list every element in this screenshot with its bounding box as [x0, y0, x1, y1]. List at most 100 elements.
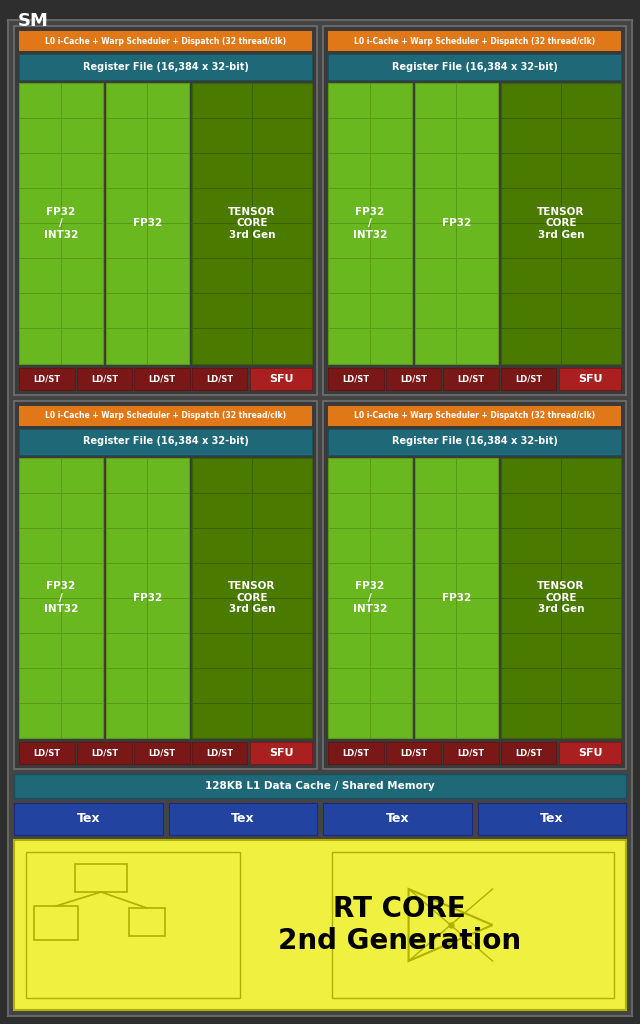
Text: Tex: Tex [231, 812, 255, 825]
Text: LD/ST: LD/ST [342, 374, 369, 383]
Text: TENSOR
CORE
3rd Gen: TENSOR CORE 3rd Gen [538, 582, 585, 614]
Bar [34, 906, 78, 940]
Bar [19, 742, 75, 764]
Bar [134, 368, 190, 389]
Bar [328, 368, 383, 389]
Bar [192, 83, 312, 364]
Text: Tex: Tex [540, 812, 564, 825]
Bar [415, 458, 498, 738]
Text: L0 i-Cache + Warp Scheduler + Dispatch (32 thread/clk): L0 i-Cache + Warp Scheduler + Dispatch (… [354, 411, 595, 420]
Text: Tex: Tex [76, 812, 100, 825]
Bar [501, 458, 621, 738]
Bar [328, 31, 621, 51]
Bar [386, 742, 441, 764]
Bar [106, 458, 189, 738]
Text: LD/ST: LD/ST [148, 374, 175, 383]
Text: LD/ST: LD/ST [33, 374, 60, 383]
Text: LD/ST: LD/ST [515, 749, 542, 758]
Bar [14, 774, 626, 798]
Bar [250, 742, 312, 764]
Bar [501, 368, 556, 389]
Bar [386, 368, 441, 389]
Bar [134, 742, 190, 764]
Text: LD/ST: LD/ST [515, 374, 542, 383]
Bar [332, 852, 614, 998]
Bar [328, 428, 621, 455]
Text: FP32
/
INT32: FP32 / INT32 [44, 207, 78, 240]
Text: L0 i-Cache + Warp Scheduler + Dispatch (32 thread/clk): L0 i-Cache + Warp Scheduler + Dispatch (… [45, 411, 286, 420]
Bar [14, 400, 317, 769]
Text: LD/ST: LD/ST [400, 749, 427, 758]
Text: LD/ST: LD/ST [342, 749, 369, 758]
Bar [501, 742, 556, 764]
Text: FP32: FP32 [132, 593, 162, 603]
Bar [328, 54, 621, 80]
Bar [19, 368, 75, 389]
Bar [192, 368, 248, 389]
Text: Register File (16,384 x 32-bit): Register File (16,384 x 32-bit) [83, 62, 248, 72]
Bar [77, 368, 132, 389]
Text: TENSOR
CORE
3rd Gen: TENSOR CORE 3rd Gen [228, 207, 276, 240]
Bar [328, 83, 412, 364]
Bar [19, 406, 312, 426]
Bar [106, 83, 189, 364]
Text: FP32: FP32 [132, 218, 162, 228]
Bar [19, 54, 312, 80]
Bar [250, 368, 312, 389]
Bar [19, 83, 102, 364]
Bar [328, 742, 383, 764]
Bar [14, 803, 163, 835]
Text: LD/ST: LD/ST [33, 749, 60, 758]
Bar [14, 26, 317, 394]
Text: SFU: SFU [269, 374, 294, 384]
Bar [26, 852, 240, 998]
Text: SFU: SFU [269, 748, 294, 758]
Text: LD/ST: LD/ST [458, 749, 484, 758]
Bar [192, 458, 312, 738]
Text: FP32
/
INT32: FP32 / INT32 [44, 582, 78, 614]
Bar [415, 83, 498, 364]
Bar [77, 742, 132, 764]
Bar [19, 31, 312, 51]
Bar [501, 83, 621, 364]
Bar [14, 840, 626, 1010]
Bar [444, 368, 499, 389]
Bar [75, 864, 127, 892]
Bar [323, 400, 626, 769]
Bar [559, 742, 621, 764]
Text: Register File (16,384 x 32-bit): Register File (16,384 x 32-bit) [392, 62, 557, 72]
Text: RT CORE
2nd Generation: RT CORE 2nd Generation [278, 895, 521, 955]
Bar [477, 803, 626, 835]
Bar [129, 908, 165, 936]
Text: Register File (16,384 x 32-bit): Register File (16,384 x 32-bit) [83, 436, 248, 446]
Bar [323, 26, 626, 394]
Text: SM: SM [18, 12, 49, 30]
Bar [192, 742, 248, 764]
Text: SFU: SFU [578, 748, 602, 758]
Bar [19, 458, 102, 738]
Text: FP32
/
INT32: FP32 / INT32 [353, 582, 387, 614]
Bar [168, 803, 317, 835]
Text: LD/ST: LD/ST [148, 749, 175, 758]
Text: TENSOR
CORE
3rd Gen: TENSOR CORE 3rd Gen [228, 582, 276, 614]
Bar [328, 406, 621, 426]
Text: LD/ST: LD/ST [400, 374, 427, 383]
Bar [328, 458, 412, 738]
Text: SFU: SFU [578, 374, 602, 384]
Bar [444, 742, 499, 764]
Text: FP32: FP32 [442, 218, 471, 228]
Text: L0 i-Cache + Warp Scheduler + Dispatch (32 thread/clk): L0 i-Cache + Warp Scheduler + Dispatch (… [354, 37, 595, 45]
Text: LD/ST: LD/ST [91, 749, 118, 758]
Text: LD/ST: LD/ST [91, 374, 118, 383]
Text: Tex: Tex [385, 812, 409, 825]
Bar [559, 368, 621, 389]
Text: LD/ST: LD/ST [206, 374, 233, 383]
Text: Register File (16,384 x 32-bit): Register File (16,384 x 32-bit) [392, 436, 557, 446]
Text: L0 i-Cache + Warp Scheduler + Dispatch (32 thread/clk): L0 i-Cache + Warp Scheduler + Dispatch (… [45, 37, 286, 45]
Text: FP32
/
INT32: FP32 / INT32 [353, 207, 387, 240]
Bar [323, 803, 472, 835]
Bar [19, 428, 312, 455]
Text: FP32: FP32 [442, 593, 471, 603]
Text: LD/ST: LD/ST [458, 374, 484, 383]
Text: 128KB L1 Data Cache / Shared Memory: 128KB L1 Data Cache / Shared Memory [205, 781, 435, 791]
